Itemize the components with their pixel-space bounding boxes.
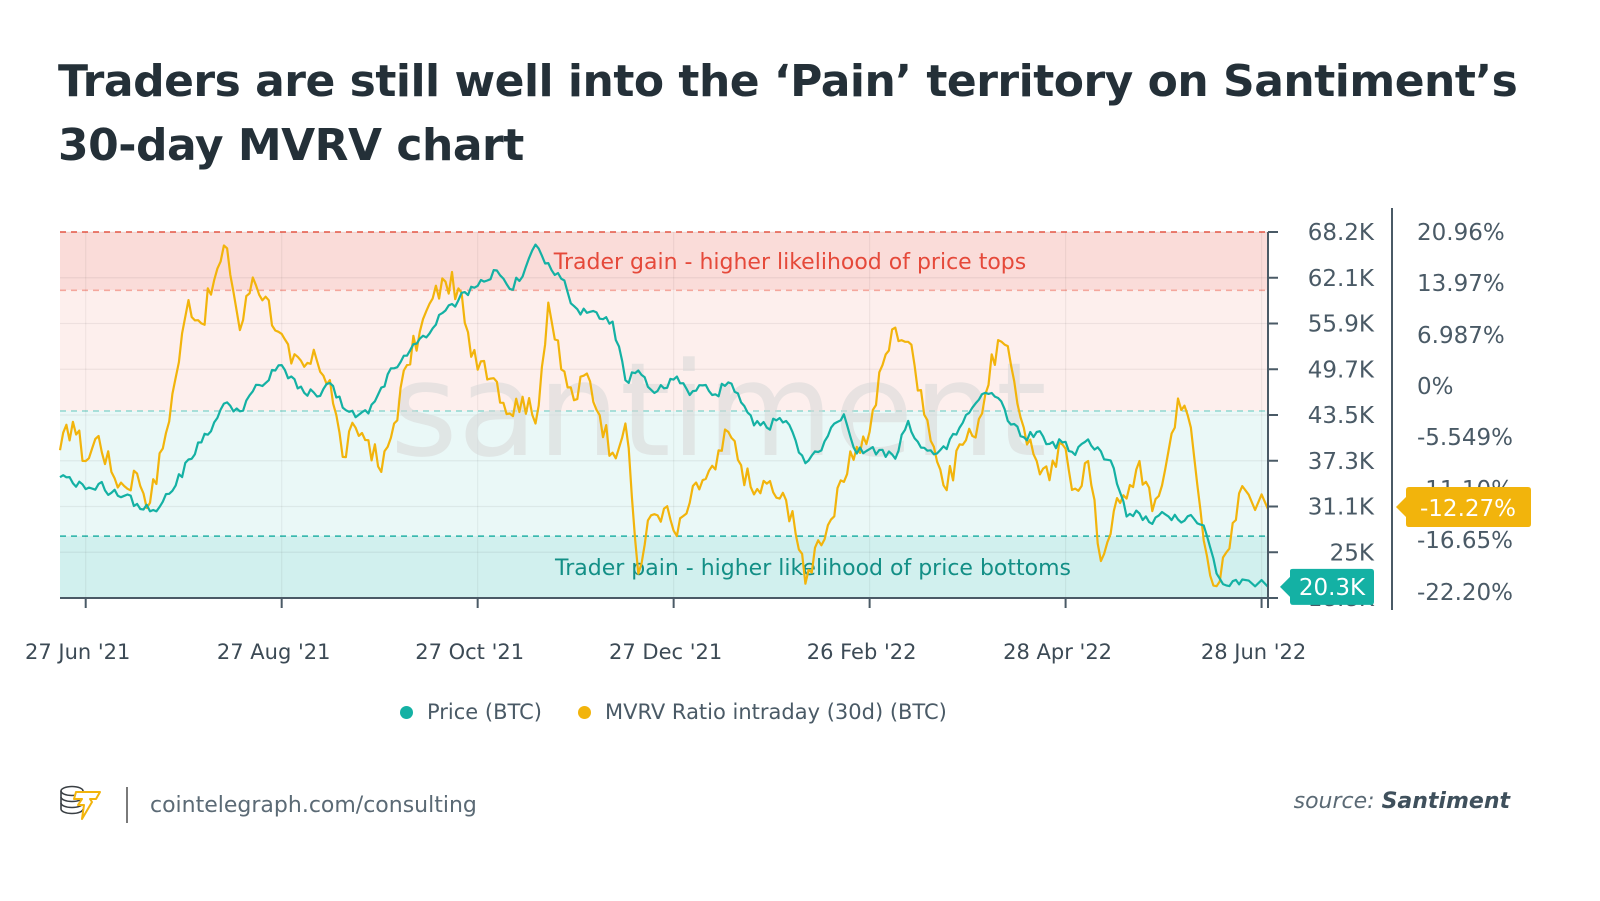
y-left-tick-label: 55.9K: [1308, 312, 1375, 338]
y-right-tick-label: 13.97%: [1417, 271, 1505, 297]
x-tick-label: 27 Jun '21: [25, 640, 130, 664]
legend-dot-icon: [577, 705, 591, 719]
y-right-tick-label: -22.20%: [1417, 580, 1513, 606]
y-left-tick-label: 25K: [1330, 540, 1375, 566]
legend-label: MVRV Ratio intraday (30d) (BTC): [604, 700, 947, 724]
y-right-tick-label: 20.96%: [1417, 220, 1505, 246]
band-pain-strong: [60, 536, 1268, 598]
y-right-tick-label: 6.987%: [1417, 323, 1505, 349]
axes: 27 Jun '21 27 Aug '21 27 Oct '21 27 Dec '21…: [25, 208, 1513, 664]
y-right-tick-label: 0%: [1417, 374, 1454, 400]
cointelegraph-logo-icon: [58, 783, 102, 827]
mvrv-end-badge: [1396, 487, 1531, 527]
x-tick-label: 28 Jun '22: [1201, 640, 1306, 664]
y-left-tick-label: 49.7K: [1308, 357, 1375, 383]
y-left-tick-label: 43.5K: [1308, 403, 1375, 429]
y-left-tick-label: 68.2K: [1308, 220, 1375, 246]
legend-item-price[interactable]: Price (BTC): [400, 700, 542, 724]
y-left-tick-label: 31.1K: [1308, 495, 1375, 521]
y-left-tick-label: 62.1K: [1308, 266, 1375, 292]
legend: Price (BTC) MVRV Ratio intraday (30d) (B…: [400, 700, 947, 724]
end-labels: 20.3K -12.27%: [1280, 487, 1531, 605]
x-tick-label: 28 Apr '22: [1003, 640, 1112, 664]
series-lines: [58, 243, 1270, 588]
band-gain-light: [60, 290, 1268, 411]
price-end-label: 20.3K: [1299, 575, 1366, 601]
y-left-tick-label: 37.3K: [1308, 449, 1375, 475]
legend-dot-icon: [400, 705, 413, 719]
band-pain-light: [60, 410, 1268, 537]
x-tick-label: 27 Dec '21: [609, 640, 722, 664]
footer-divider: [126, 787, 128, 823]
mvrv-end-label: -12.27%: [1420, 496, 1516, 522]
x-tick-label: 26 Feb '22: [807, 640, 917, 664]
y-right-tick-label: -16.65%: [1417, 528, 1513, 554]
legend-item-mvrv[interactable]: MVRV Ratio intraday (30d) (BTC): [577, 700, 947, 724]
source-prefix: source:: [1293, 789, 1375, 814]
watermark: santiment: [390, 334, 1047, 486]
price-end-badge: [1280, 568, 1374, 605]
source-credit: source: Santiment: [1294, 789, 1510, 814]
gain-band-label: Trader gain - higher likelihood of price…: [553, 250, 1026, 275]
band-gain-strong: [60, 232, 1268, 291]
chart-title: Traders are still well into the ‘Pain’ t…: [58, 56, 1518, 171]
x-tick-label: 27 Oct '21: [415, 640, 524, 664]
x-tick-label: 27 Aug '21: [217, 640, 331, 664]
series-line-mvrv: [58, 244, 1270, 588]
y-right-tick-label: -5.549%: [1417, 425, 1513, 451]
legend-label: Price (BTC): [427, 700, 542, 724]
series-line-price: [59, 243, 1269, 588]
source-name: Santiment: [1381, 789, 1510, 814]
footer-url[interactable]: cointelegraph.com/consulting: [150, 792, 477, 818]
bands: [60, 231, 1268, 598]
footer: cointelegraph.com/consulting: [58, 783, 477, 827]
